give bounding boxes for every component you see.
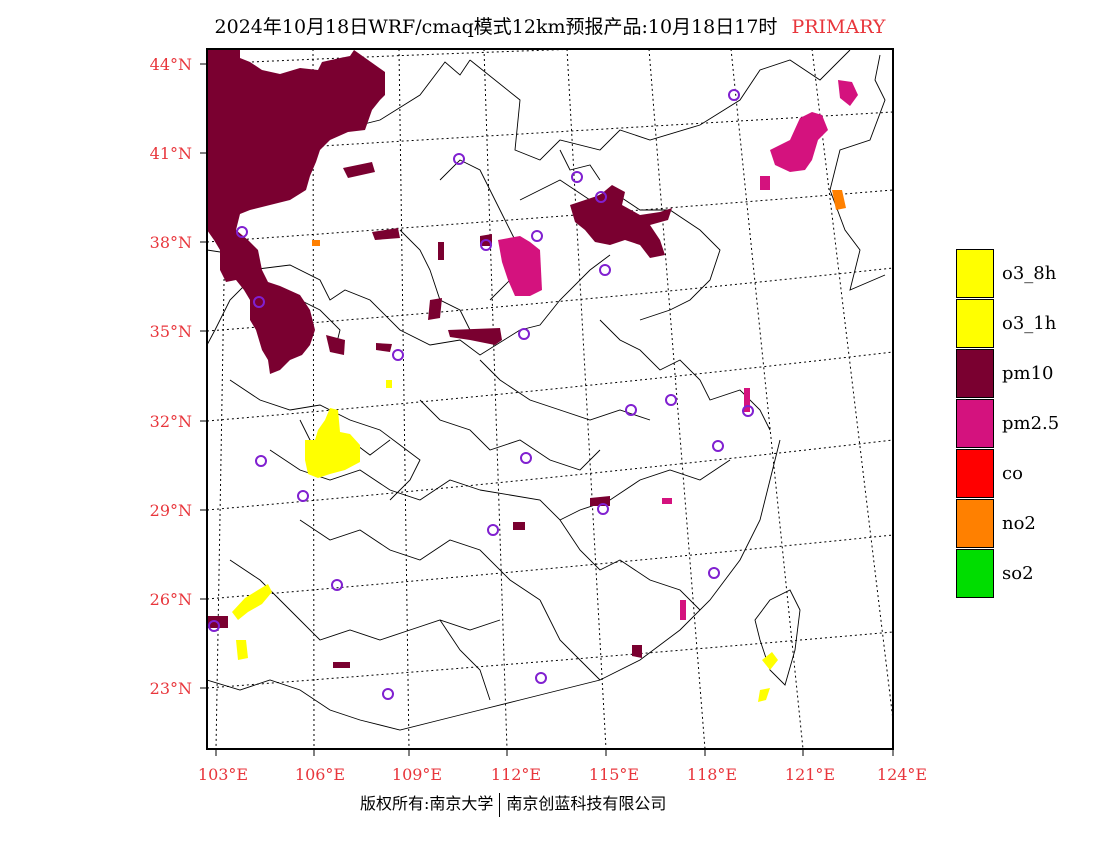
legend-swatch-co: [956, 449, 994, 498]
lat-label-26: 26°N: [150, 590, 192, 609]
legend-label-pm25: pm2.5: [1002, 413, 1060, 434]
legend-item-so2: so2: [956, 549, 1100, 599]
legend-item-no2: no2: [956, 499, 1100, 549]
lat-label-41: 41°N: [150, 144, 192, 163]
copyright-footer: 版权所有:南京大学 南京创蓝科技有限公司: [360, 790, 666, 817]
legend-item-o3-1h: o3_1h: [956, 299, 1100, 349]
footer-left: 版权所有:南京大学: [360, 794, 494, 813]
title-primary-tag: PRIMARY: [791, 16, 886, 38]
legend-label-no2: no2: [1002, 513, 1036, 534]
station-markers: [208, 89, 754, 700]
map-plot-area: [207, 49, 893, 749]
legend-swatch-o3-1h: [956, 299, 994, 348]
legend-label-so2: so2: [1002, 563, 1034, 584]
legend-item-pm10: pm10: [956, 349, 1100, 399]
legend-item-pm25: pm2.5: [956, 399, 1100, 449]
lat-label-23: 23°N: [150, 679, 192, 698]
footer-separator: [499, 792, 501, 817]
lon-label-124: 124°E: [877, 765, 927, 784]
longitude-axis: [215, 749, 894, 756]
legend-swatch-so2: [956, 549, 994, 598]
lat-label-44: 44°N: [150, 55, 192, 74]
lon-label-118: 118°E: [687, 765, 737, 784]
legend-label-o3-1h: o3_1h: [1002, 313, 1057, 334]
legend-swatch-o3-8h: [956, 249, 994, 298]
legend-item-co: co: [956, 449, 1100, 499]
legend-swatch-no2: [956, 499, 994, 548]
legend: o3_8h o3_1h pm10 pm2.5 co no2 so2: [956, 249, 1100, 599]
lat-label-38: 38°N: [150, 233, 192, 252]
lon-label-103: 103°E: [198, 765, 248, 784]
latitude-axis: [200, 63, 207, 689]
lon-label-109: 109°E: [392, 765, 442, 784]
legend-swatch-pm10: [956, 349, 994, 398]
lon-label-112: 112°E: [491, 765, 541, 784]
footer-right: 南京创蓝科技有限公司: [506, 794, 667, 813]
lat-label-29: 29°N: [150, 501, 192, 520]
pollution-patches: [207, 49, 858, 702]
lat-label-35: 35°N: [150, 322, 192, 341]
legend-label-co: co: [1002, 463, 1023, 484]
legend-label-o3-8h: o3_8h: [1002, 263, 1057, 284]
map-frame: [206, 48, 894, 750]
title-main: 2024年10月18日WRF/cmaq模式12km预报产品:10月18日17时: [214, 16, 778, 38]
lon-label-121: 121°E: [785, 765, 835, 784]
map-title: 2024年10月18日WRF/cmaq模式12km预报产品:10月18日17时 P…: [0, 12, 1100, 39]
latitude-labels: 44°N 41°N 38°N 35°N 32°N 29°N 26°N 23°N: [150, 55, 192, 698]
lon-label-106: 106°E: [295, 765, 345, 784]
legend-swatch-pm25: [956, 399, 994, 448]
lon-label-115: 115°E: [589, 765, 639, 784]
legend-label-pm10: pm10: [1002, 363, 1054, 384]
longitude-labels: 103°E 106°E 109°E 112°E 115°E 118°E 121°…: [198, 765, 927, 784]
lat-label-32: 32°N: [150, 412, 192, 431]
legend-item-o3-8h: o3_8h: [956, 249, 1100, 299]
